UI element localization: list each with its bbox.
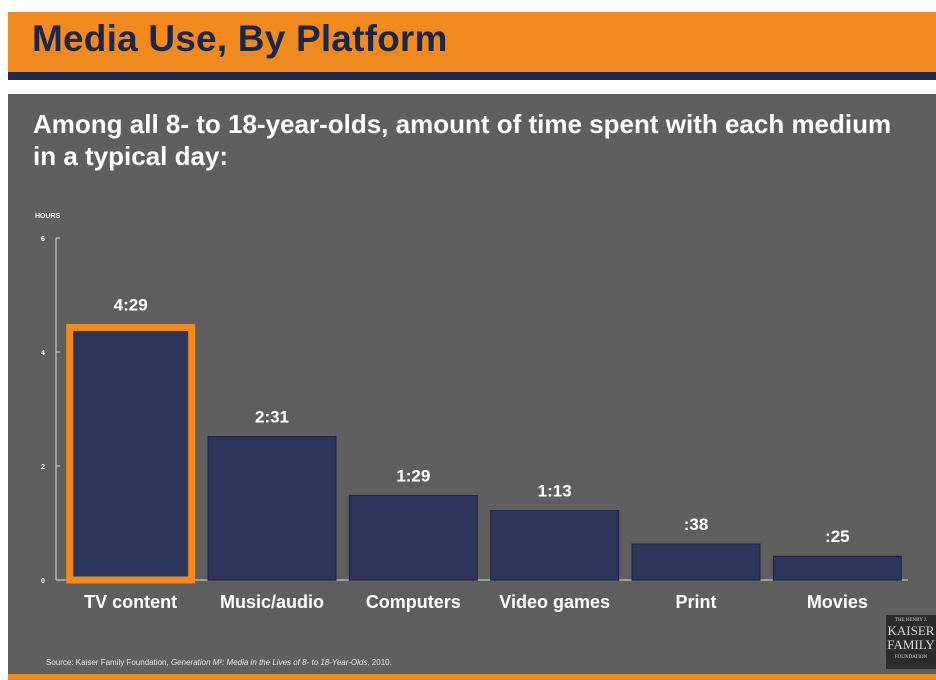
bar bbox=[772, 555, 902, 581]
kaiser-logo: THE HENRY J. KAISER FAMILY FOUNDATION bbox=[886, 615, 936, 669]
title-divider-white bbox=[8, 80, 936, 94]
data-label: :38 bbox=[684, 515, 709, 534]
chart-subtitle: Among all 8- to 18-year-olds, amount of … bbox=[33, 109, 892, 171]
source-title: Generation M²: Media in the Lives of 8- … bbox=[170, 658, 368, 667]
y-tick-label: 6 bbox=[41, 236, 45, 243]
bar bbox=[631, 543, 761, 581]
source-note: Source: Kaiser Family Foundation, Genera… bbox=[46, 658, 392, 667]
y-axis-label: HOURS bbox=[35, 213, 61, 220]
logo-small-text: THE HENRY J. bbox=[894, 618, 928, 623]
logo-line-1: KAISER bbox=[887, 623, 935, 638]
title-divider bbox=[8, 72, 936, 80]
slide: Media Use, By Platform Among all 8- to 1… bbox=[8, 12, 936, 674]
bar-chart: HOURS 0 2 4 6 4:29 TV content 2:31 Music/audio 1:… bbox=[35, 213, 908, 612]
data-label: 4:29 bbox=[114, 295, 148, 314]
bar bbox=[348, 494, 478, 581]
y-tick-label: 0 bbox=[41, 578, 45, 585]
source-prefix: Source: Kaiser Family Foundation, bbox=[46, 658, 171, 667]
title-bar: Media Use, By Platform bbox=[8, 12, 936, 72]
category-label: Video games bbox=[499, 592, 610, 612]
y-tick-label: 2 bbox=[41, 464, 45, 471]
bar-highlighted bbox=[66, 323, 196, 584]
category-label: Print bbox=[675, 592, 716, 612]
category-label: Computers bbox=[366, 592, 461, 612]
bar bbox=[207, 436, 337, 581]
category-label: Movies bbox=[807, 592, 868, 612]
bar bbox=[490, 510, 620, 581]
category-label: Music/audio bbox=[220, 592, 324, 612]
logo-small-text-2: FOUNDATION bbox=[894, 655, 928, 660]
y-tick-label: 4 bbox=[41, 350, 45, 357]
source-suffix: , 2010. bbox=[367, 658, 392, 667]
page-title: Media Use, By Platform bbox=[32, 18, 448, 59]
category-label: TV content bbox=[84, 592, 177, 612]
data-label: :25 bbox=[825, 527, 850, 546]
bottom-bar bbox=[8, 674, 936, 680]
logo-line-2: FAMILY bbox=[887, 637, 935, 652]
data-label: 1:29 bbox=[396, 466, 430, 485]
data-label: 2:31 bbox=[255, 408, 289, 427]
data-label: 1:13 bbox=[538, 482, 572, 501]
